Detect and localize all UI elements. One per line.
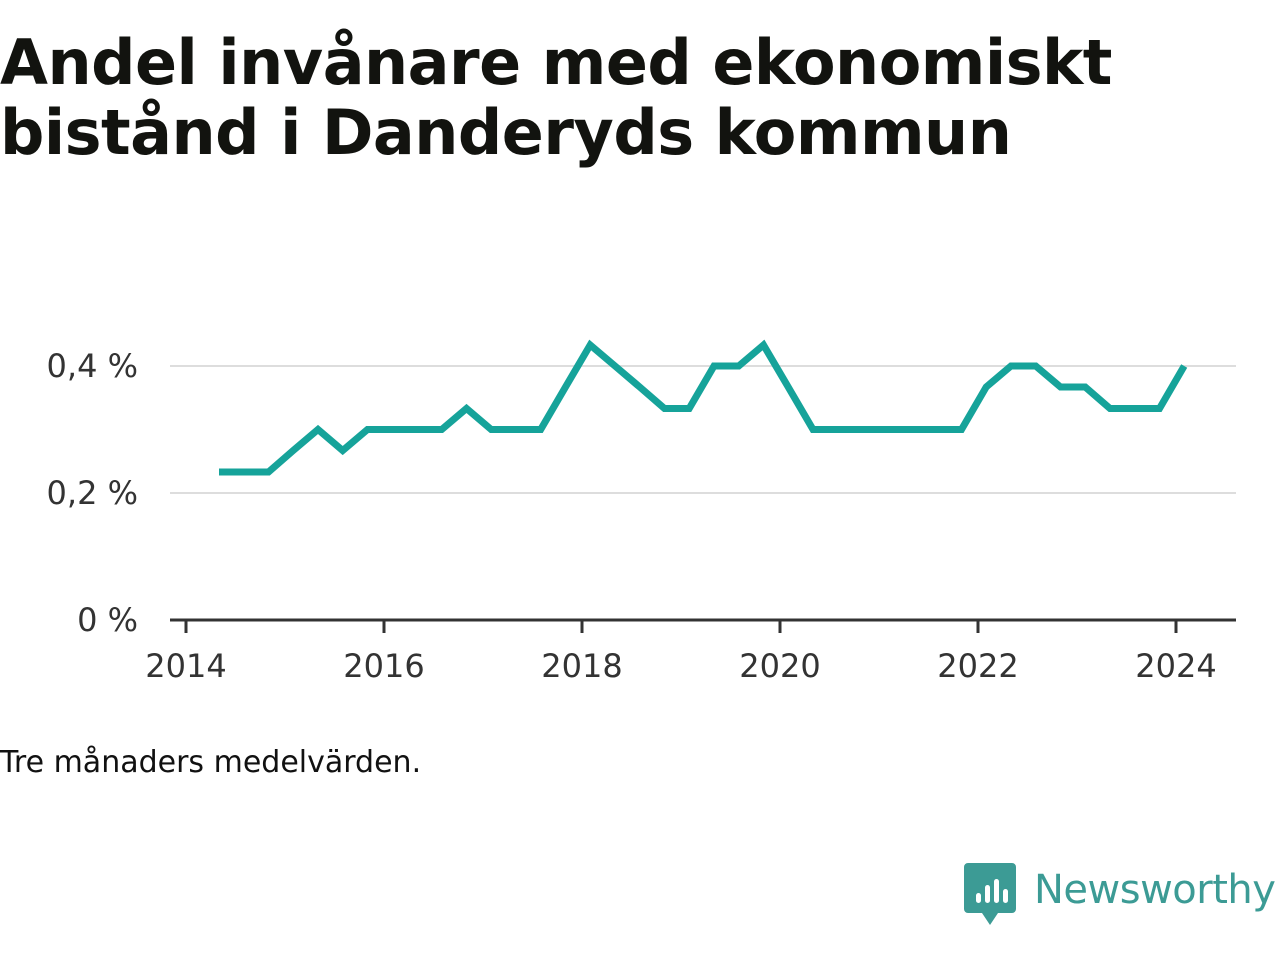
data-point [933, 426, 941, 434]
x-tick-label: 2018 [541, 647, 622, 685]
data-point [438, 426, 446, 434]
series-line [219, 339, 1188, 476]
brand-name: Newsworthy [1034, 867, 1276, 913]
data-point [1106, 405, 1114, 413]
data-point [958, 426, 966, 434]
data-point [364, 426, 372, 434]
data-point [710, 362, 718, 370]
data-point [859, 426, 867, 434]
x-tick-label: 2016 [343, 647, 424, 685]
data-point [562, 383, 570, 391]
data-point [314, 426, 322, 434]
data-point [1180, 362, 1188, 370]
data-point [487, 426, 495, 434]
data-point [240, 468, 248, 476]
gridlines [170, 365, 1236, 494]
series-layer [215, 339, 1188, 476]
data-point [586, 341, 594, 349]
data-point [1156, 405, 1164, 413]
data-point [339, 447, 347, 455]
data-point [760, 341, 768, 349]
data-point [215, 468, 223, 476]
data-point [1032, 362, 1040, 370]
data-point [883, 426, 891, 434]
data-point [784, 383, 792, 391]
data-point [834, 426, 842, 434]
data-point [661, 405, 669, 413]
data-point [685, 405, 693, 413]
line-chart: 0 % 0,2 % 0,4 % 2014 2016 2018 2020 2022 2024 [47, 339, 1236, 685]
data-point [463, 405, 471, 413]
data-point [537, 426, 545, 434]
data-point [413, 426, 421, 434]
data-point [388, 426, 396, 434]
data-point [289, 447, 297, 455]
data-point [908, 426, 916, 434]
data-point [982, 383, 990, 391]
brand-logo: Newsworthy [964, 862, 1276, 926]
x-tick-label: 2024 [1135, 647, 1216, 685]
data-point [265, 468, 273, 476]
data-point [1131, 405, 1139, 413]
y-tick-label: 0,2 % [47, 474, 138, 512]
data-point [611, 362, 619, 370]
data-point [1057, 383, 1065, 391]
y-tick-label: 0,4 % [47, 347, 138, 385]
data-point [809, 426, 817, 434]
y-tick-label: 0 % [77, 601, 138, 639]
axes: 0 % 0,2 % 0,4 % 2014 2016 2018 2020 2022 2024 [47, 347, 1236, 685]
x-tick-label: 2022 [937, 647, 1018, 685]
data-point [1081, 383, 1089, 391]
data-point [636, 383, 644, 391]
x-tick-label: 2014 [145, 647, 226, 685]
data-point [1007, 362, 1015, 370]
data-point [735, 362, 743, 370]
x-tick-label: 2020 [739, 647, 820, 685]
bar-chart-speech-bubble-icon [964, 863, 1016, 925]
data-point [512, 426, 520, 434]
footnote: Tre månaders medelvärden. [0, 745, 422, 780]
chart-title: Andel invånare med ekonomiskt bistånd i … [0, 26, 1112, 169]
